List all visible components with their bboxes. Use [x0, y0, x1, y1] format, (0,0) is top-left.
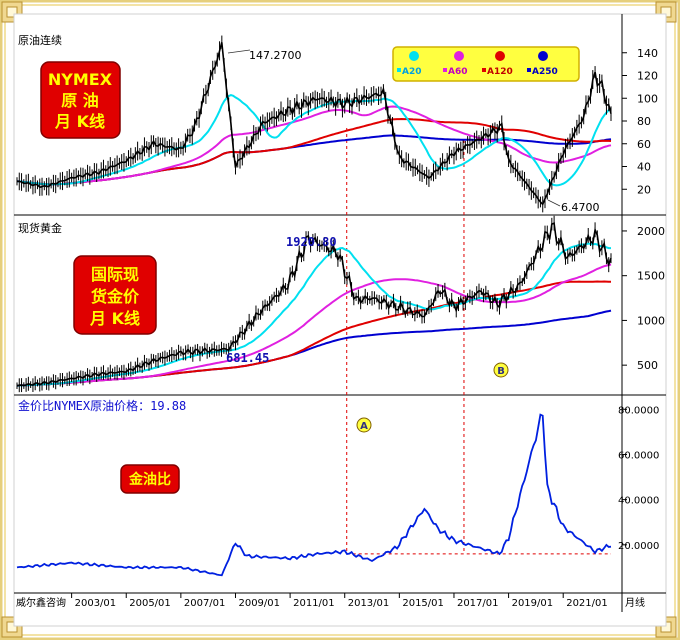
y-tick-label: 120 [637, 70, 658, 83]
ma-legend: A20 A60 A120 A250 [392, 46, 580, 82]
gold-oil-ratio-line [16, 413, 612, 577]
x-tick-label: 2021/01 [566, 598, 608, 609]
x-tick-label: 2013/01 [348, 598, 390, 609]
marker-a: A [356, 417, 372, 433]
gold-max-label: 1920.80 [286, 235, 337, 249]
marker-a-label: A [360, 421, 368, 432]
legend-ma120-marker [495, 51, 505, 61]
gold-badge-line-3: 月 K线 [89, 309, 140, 328]
x-tick-label: 2017/01 [457, 598, 499, 609]
legend-ma120-label: A120 [487, 67, 513, 77]
y-tick-label: 2000 [637, 225, 665, 238]
gold-min-label: 681.45 [226, 351, 269, 365]
x-axis: 2003/01 2005/01 2007/01 2009/01 2011/01 2013/… [71, 593, 608, 609]
y-tick-label: 60.0000 [618, 450, 659, 461]
y-tick-label: 100 [637, 92, 658, 105]
ratio-badge-label: 金油比 [128, 471, 171, 488]
gold-chart-lines [16, 215, 612, 393]
ma60-line [16, 105, 612, 186]
y-tick-label: 80 [637, 115, 651, 128]
y-tick-label: 20.0000 [618, 541, 659, 552]
x-tick-label: 2007/01 [184, 598, 226, 609]
oil-max-leader [227, 49, 251, 54]
legend-ma250-swatch [527, 68, 531, 72]
y-tick-label: 1000 [637, 314, 665, 327]
ratio-panel-title: 金价比NYMEX原油价格：19.88 [18, 398, 186, 413]
marker-b: B [493, 362, 509, 378]
marker-b-circle [493, 362, 509, 378]
oil-badge-line-1: NYMEX [48, 70, 113, 89]
marker-a-circle [356, 417, 372, 433]
legend-ma20-swatch [397, 68, 401, 72]
inner-frame [4, 4, 676, 636]
ratio-badge-background [120, 464, 180, 494]
oil-y-axis: 140 120 100 80 60 40 20 [622, 47, 658, 196]
oil-panel-title: 原油连续 [18, 33, 62, 47]
legend-ma20-marker [409, 51, 419, 61]
oil-chart-lines [16, 35, 612, 213]
x-tick-label: 2019/01 [512, 598, 554, 609]
y-tick-label: 500 [637, 359, 658, 372]
price-line [16, 42, 612, 206]
x-tick-label: 2003/01 [75, 598, 117, 609]
gold-badge: 国际现 货金价 月 K线 [73, 255, 157, 335]
gold-y-axis: 2000 1500 1000 500 [622, 225, 665, 372]
legend-ma20-label: A20 [402, 67, 422, 77]
price-line [16, 222, 612, 387]
legend-ma60-label: A60 [448, 67, 468, 77]
y-tick-label: 40.0000 [618, 496, 659, 507]
oil-badge: NYMEX 原 油 月 K线 [40, 61, 121, 139]
x-tick-label: 2009/01 [238, 598, 280, 609]
legend-ma250-label: A250 [532, 67, 558, 77]
legend-ma60-marker [454, 51, 464, 61]
oil-max-label: 147.2700 [249, 49, 302, 62]
ratio-badge: 金油比 [120, 464, 180, 494]
oil-badge-line-2: 原 油 [61, 91, 99, 110]
ratio-y-axis: 80.0000 60.0000 40.0000 20.0000 [618, 405, 659, 552]
oil-badge-line-3: 月 K线 [54, 112, 105, 131]
ratio-chart-lines [16, 413, 612, 577]
ma20-line [16, 94, 612, 187]
y-tick-label: 140 [637, 47, 658, 60]
x-tick-label: 2005/01 [129, 598, 171, 609]
y-tick-label: 80.0000 [618, 405, 659, 416]
y-tick-label: 20 [637, 183, 651, 196]
reference-lines [346, 128, 611, 555]
y-tick-label: 60 [637, 138, 651, 151]
legend-box [392, 46, 580, 82]
gold-badge-line-2: 货金价 [91, 287, 140, 306]
gold-panel-title: 现货黄金 [18, 221, 62, 235]
y-tick-label: 40 [637, 161, 651, 174]
oil-min-leader [547, 199, 561, 207]
legend-ma60-swatch [443, 68, 447, 72]
legend-ma250-marker [538, 51, 548, 61]
marker-b-label: B [497, 366, 505, 377]
y-tick-label: 1500 [637, 270, 665, 283]
gold-badge-background [73, 255, 157, 335]
legend-ma120-swatch [482, 68, 486, 72]
period-label: 月线 [625, 596, 645, 609]
oil-badge-background [40, 61, 121, 139]
x-tick-label: 2011/01 [293, 598, 335, 609]
oil-min-label: 6.4700 [561, 201, 600, 214]
x-tick-label: 2015/01 [402, 598, 444, 609]
source-label: 威尔鑫咨询 [16, 596, 66, 609]
gold-badge-line-1: 国际现 [91, 265, 139, 284]
